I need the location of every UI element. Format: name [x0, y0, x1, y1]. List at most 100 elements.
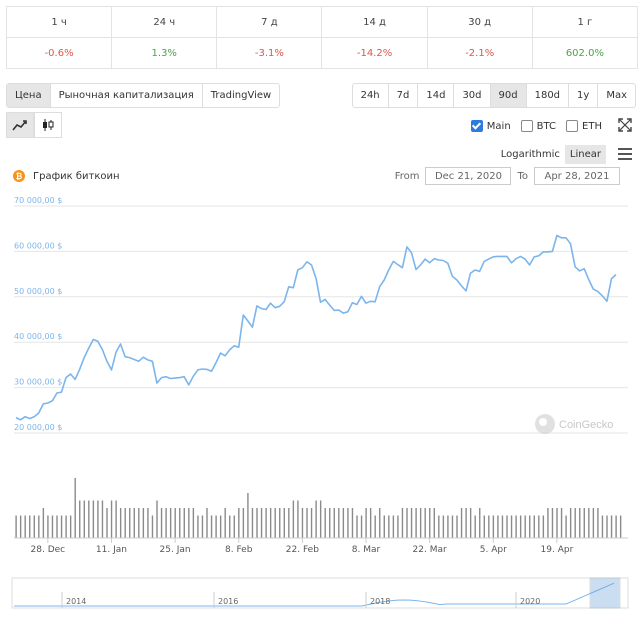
performance-values-row: -0.6% 1.3% -3.1% -14.2% -2.1% 602.0%: [5, 37, 639, 69]
toggle-eth[interactable]: ETH: [566, 120, 602, 132]
y-tick-label: 60 000,00 $: [14, 241, 62, 250]
volume-bar: [165, 508, 167, 538]
volume-bar: [124, 508, 126, 538]
volume-bar: [333, 508, 335, 538]
volume-bar: [297, 500, 299, 538]
range-selector: 24h 7d 14d 30d 90d 180d 1y Max: [351, 83, 636, 108]
volume-bar: [215, 515, 217, 538]
volume-bar: [33, 515, 35, 538]
tab-tradingview[interactable]: TradingView: [210, 90, 272, 101]
volume-bar: [51, 515, 54, 538]
volume-bar: [597, 508, 599, 538]
volume-bar: [265, 508, 267, 538]
x-tick-label: 28. Dec: [31, 545, 66, 555]
volume-bar: [469, 508, 472, 538]
volume-bar: [533, 515, 535, 538]
volume-bar: [38, 515, 40, 538]
menu-icon: [618, 148, 632, 160]
volume-bar: [142, 508, 145, 538]
range-max[interactable]: Max: [606, 90, 627, 101]
volume-bar: [192, 508, 195, 538]
checkbox-main[interactable]: [470, 120, 483, 132]
perf-value-1h: -0.6%: [5, 37, 113, 69]
chart-tabs: Цена Рыночная капитализация TradingView: [6, 83, 281, 108]
range-14d[interactable]: 14d: [418, 84, 455, 107]
chart-menu-button[interactable]: [618, 148, 632, 163]
volume-bar: [206, 508, 208, 538]
range-1y[interactable]: 1y: [569, 84, 599, 107]
volume-bar: [410, 508, 413, 538]
volume-bar: [456, 515, 458, 538]
toggle-btc[interactable]: BTC: [520, 120, 556, 132]
volume-bar: [24, 515, 26, 538]
tab-market-cap[interactable]: Рыночная капитализация: [51, 84, 203, 107]
line-chart-icon: [12, 120, 27, 131]
navigator-selection[interactable]: [589, 577, 621, 609]
volume-bar: [351, 508, 354, 538]
volume-bar: [19, 515, 22, 538]
volume-bar: [174, 508, 176, 538]
volume-bar: [138, 508, 140, 538]
perf-header-1y: 1 г: [531, 6, 639, 38]
coingecko-watermark: CoinGecko: [535, 414, 613, 434]
volume-bar: [460, 508, 463, 538]
volume-bar: [433, 508, 435, 538]
volume-bar: [238, 508, 240, 538]
volume-bar: [160, 508, 163, 538]
range-7d[interactable]: 7d: [389, 84, 419, 107]
toggle-eth-label: ETH: [582, 120, 602, 132]
volume-bar: [583, 508, 585, 538]
chart-title: График биткоин: [33, 170, 120, 182]
volume-bar: [65, 515, 67, 538]
volume-bar: [547, 508, 549, 538]
range-180d[interactable]: 180d: [527, 84, 570, 107]
range-30d[interactable]: 30d: [454, 84, 491, 107]
volume-bar: [365, 508, 367, 538]
volume-bar: [506, 515, 508, 538]
volume-bar: [56, 515, 58, 538]
coingecko-logo-eye: [539, 418, 547, 426]
volume-bar: [288, 508, 290, 538]
volume-bar: [115, 500, 117, 538]
checkbox-eth[interactable]: [566, 120, 579, 132]
volume-bar: [210, 515, 213, 538]
volume-bar: [342, 508, 345, 538]
volume-bar: [301, 508, 304, 538]
x-tick-label: 22. Mar: [413, 545, 447, 555]
volume-bar: [619, 515, 622, 538]
range-24h[interactable]: 24h: [353, 84, 389, 107]
range-90d[interactable]: 90d: [490, 84, 527, 107]
navigator-line: [14, 582, 615, 607]
date-to-label: To: [517, 170, 528, 182]
y-tick-label: 50 000,00 $: [14, 287, 62, 296]
volume-bar: [147, 508, 149, 538]
candlestick-chart-button[interactable]: [34, 112, 62, 138]
scale-logarithmic[interactable]: Logarithmic: [500, 149, 560, 160]
volume-bar: [474, 515, 476, 538]
tab-price[interactable]: Цена: [7, 84, 51, 107]
chart-type-toggle: [6, 112, 62, 138]
toggle-main[interactable]: Main: [470, 120, 511, 132]
navigator-year-label: 2018: [370, 597, 390, 606]
volume-bar: [524, 515, 526, 538]
perf-header-24h: 24 ч: [111, 6, 218, 38]
x-tick-label: 8. Mar: [352, 545, 381, 555]
volume-bar: [551, 508, 554, 538]
perf-header-14d: 14 д: [321, 6, 428, 38]
checkbox-btc[interactable]: [520, 120, 533, 132]
line-chart-button[interactable]: [6, 112, 34, 138]
date-from-input[interactable]: [425, 167, 512, 185]
y-tick-label: 40 000,00 $: [14, 332, 62, 341]
perf-value-14d: -14.2%: [321, 37, 428, 69]
scale-linear[interactable]: Linear: [564, 145, 606, 164]
volume-bar: [615, 515, 617, 538]
volume-bar: [329, 508, 331, 538]
fullscreen-button[interactable]: [616, 116, 634, 134]
volume-bar: [279, 508, 281, 538]
navigator[interactable]: 2014 2016 2018 2020: [0, 575, 642, 615]
date-to-input[interactable]: [534, 167, 620, 185]
volume-bar: [292, 500, 295, 538]
volume-bar: [483, 515, 485, 538]
expand-icon: [618, 118, 632, 132]
candlestick-icon: [43, 119, 54, 131]
